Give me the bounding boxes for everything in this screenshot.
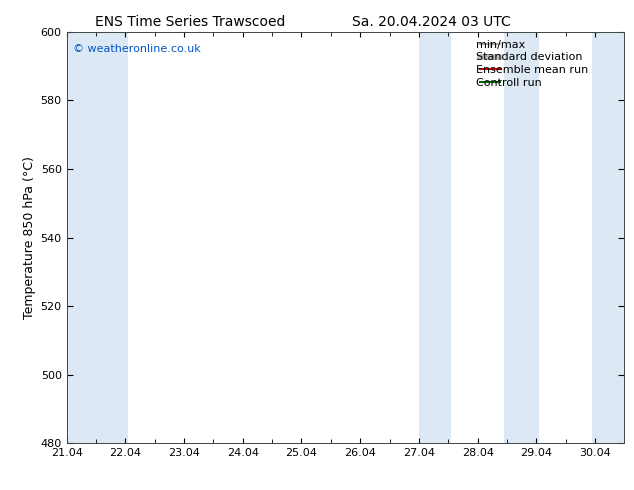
Bar — [55, 32, 128, 443]
Legend: min/max, Standard deviation, Ensemble mean run, Controll run: min/max, Standard deviation, Ensemble me… — [478, 37, 619, 90]
Bar — [504, 32, 540, 443]
Text: © weatheronline.co.uk: © weatheronline.co.uk — [74, 44, 201, 54]
Bar — [592, 32, 634, 443]
Text: Sa. 20.04.2024 03 UTC: Sa. 20.04.2024 03 UTC — [352, 15, 510, 29]
Y-axis label: Temperature 850 hPa (°C): Temperature 850 hPa (°C) — [23, 156, 36, 319]
Text: ENS Time Series Trawscoed: ENS Time Series Trawscoed — [95, 15, 285, 29]
Bar — [419, 32, 451, 443]
